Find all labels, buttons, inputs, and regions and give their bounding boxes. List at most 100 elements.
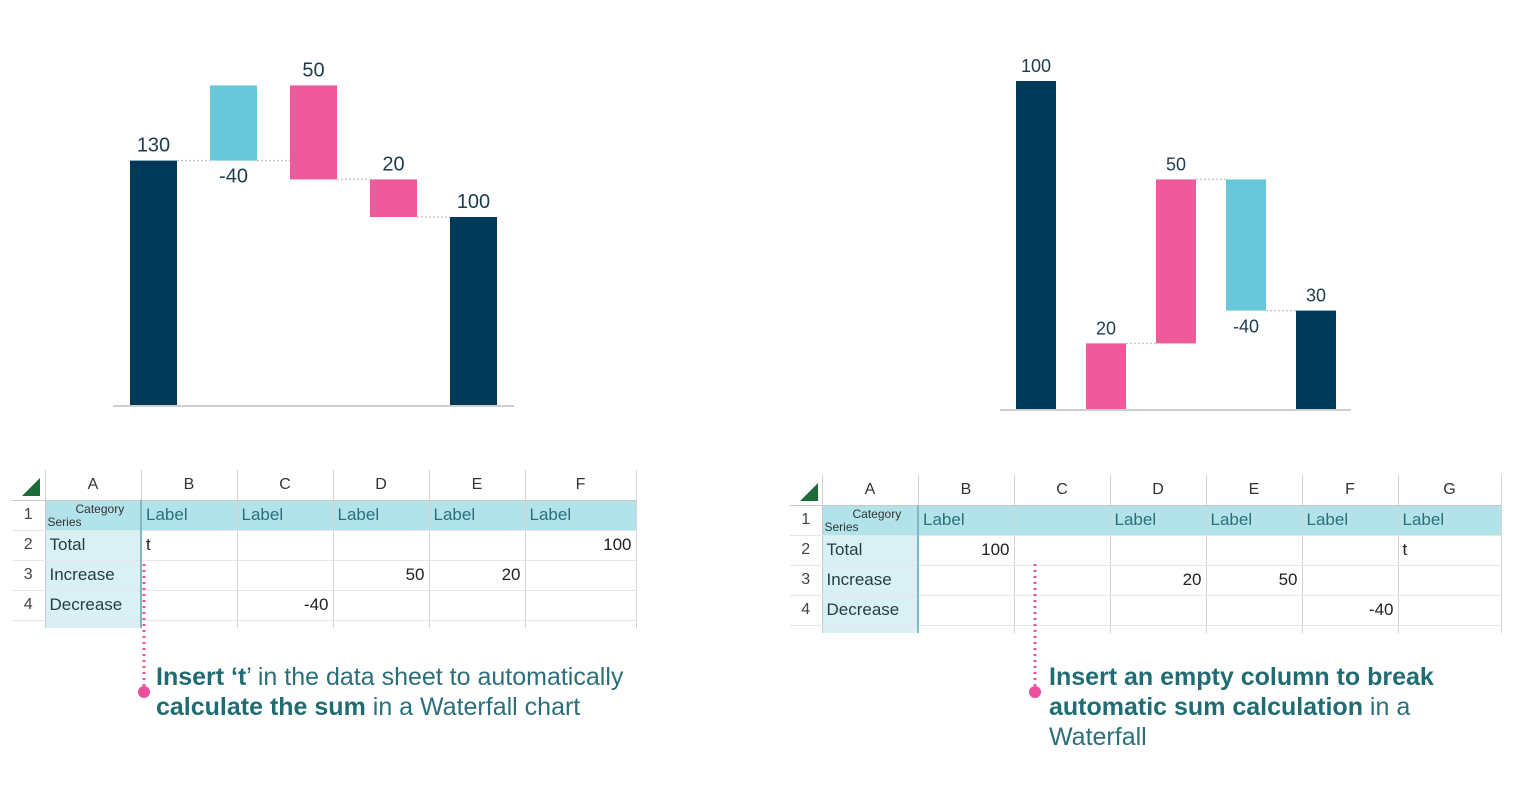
cell[interactable] bbox=[141, 560, 238, 591]
cell[interactable]: Label bbox=[525, 500, 637, 531]
cell[interactable] bbox=[429, 530, 526, 561]
sheet-row: 1 Category Series Label Label Label Labe… bbox=[790, 505, 1502, 536]
cell[interactable] bbox=[237, 560, 334, 591]
datasheet-right[interactable]: A B C D E F G 1 Category Series Label La… bbox=[790, 475, 1502, 633]
cell[interactable]: Total bbox=[45, 530, 142, 561]
cell[interactable]: 100 bbox=[918, 535, 1015, 566]
cell[interactable] bbox=[1398, 595, 1502, 626]
datasheet-left[interactable]: A B C D E F 1 Category Series Label Labe… bbox=[12, 470, 637, 628]
cell bbox=[1398, 625, 1502, 633]
cell[interactable]: Label bbox=[1110, 505, 1207, 536]
cell[interactable] bbox=[1110, 535, 1207, 566]
data-label: 50 bbox=[302, 59, 324, 81]
cell[interactable] bbox=[1302, 535, 1399, 566]
cell[interactable] bbox=[1398, 565, 1502, 596]
cell[interactable] bbox=[141, 590, 238, 621]
cell[interactable]: -40 bbox=[1302, 595, 1399, 626]
cell[interactable]: Label bbox=[333, 500, 430, 531]
row-number[interactable]: 1 bbox=[790, 505, 823, 536]
data-label: -40 bbox=[1233, 317, 1259, 337]
caption-left-text-2: in a Waterfall chart bbox=[365, 693, 581, 721]
cell[interactable] bbox=[429, 590, 526, 621]
cell[interactable] bbox=[1206, 535, 1303, 566]
sheet-row: 4 Decrease -40 bbox=[790, 595, 1502, 626]
cell[interactable]: t bbox=[1398, 535, 1502, 566]
row-number[interactable]: 4 bbox=[12, 590, 46, 621]
column-header-row: A B C D E F bbox=[12, 470, 637, 501]
cell[interactable]: Label bbox=[141, 500, 238, 531]
row-number[interactable]: 2 bbox=[12, 530, 46, 561]
cell[interactable] bbox=[1014, 565, 1111, 596]
column-header[interactable]: A bbox=[822, 475, 919, 506]
cell[interactable]: Decrease bbox=[822, 595, 919, 626]
column-header[interactable]: E bbox=[1206, 475, 1303, 506]
cell[interactable] bbox=[525, 560, 637, 591]
cell[interactable]: Label bbox=[1398, 505, 1502, 536]
select-all-corner[interactable] bbox=[790, 475, 823, 506]
cell[interactable]: 20 bbox=[429, 560, 526, 591]
cell[interactable] bbox=[1302, 565, 1399, 596]
cell[interactable]: Decrease bbox=[45, 590, 142, 621]
cell[interactable] bbox=[1206, 595, 1303, 626]
waterfall-bar bbox=[370, 179, 417, 217]
cell[interactable] bbox=[1014, 535, 1111, 566]
category-series-cell[interactable]: Category Series bbox=[822, 505, 919, 536]
cell[interactable]: -40 bbox=[237, 590, 334, 621]
cell[interactable]: t bbox=[141, 530, 238, 561]
column-header[interactable]: E bbox=[429, 470, 526, 501]
row-number[interactable]: 2 bbox=[790, 535, 823, 566]
cell[interactable]: Label bbox=[1206, 505, 1303, 536]
waterfall-bar bbox=[290, 85, 337, 180]
column-header[interactable]: C bbox=[237, 470, 334, 501]
callout-dot-right bbox=[1029, 686, 1041, 698]
cell[interactable]: Label bbox=[918, 505, 1015, 536]
column-header[interactable]: F bbox=[1302, 475, 1399, 506]
column-header[interactable]: D bbox=[1110, 475, 1207, 506]
cell[interactable]: 100 bbox=[525, 530, 637, 561]
cell[interactable] bbox=[333, 530, 430, 561]
column-header[interactable]: B bbox=[141, 470, 238, 501]
sheet-row: 3 Increase 20 50 bbox=[790, 565, 1502, 596]
cell[interactable] bbox=[918, 595, 1015, 626]
select-all-corner[interactable] bbox=[12, 470, 46, 501]
cell bbox=[141, 620, 238, 628]
column-header[interactable]: G bbox=[1398, 475, 1502, 506]
cell[interactable]: 20 bbox=[1110, 565, 1207, 596]
cell bbox=[333, 620, 430, 628]
caption-right-text: in a Waterfall bbox=[1049, 693, 1411, 751]
corner-triangle-icon bbox=[22, 478, 40, 496]
waterfall-bar bbox=[1156, 179, 1196, 344]
cell[interactable]: Total bbox=[822, 535, 919, 566]
data-label: 20 bbox=[382, 153, 404, 175]
cell[interactable]: Label bbox=[237, 500, 334, 531]
row-number[interactable]: 1 bbox=[12, 500, 46, 531]
cell[interactable] bbox=[1014, 595, 1111, 626]
column-header[interactable]: A bbox=[45, 470, 142, 501]
waterfall-bar bbox=[450, 217, 497, 405]
cell[interactable] bbox=[333, 590, 430, 621]
category-series-cell[interactable]: Category Series bbox=[45, 500, 142, 531]
sheet-row: 4 Decrease -40 bbox=[12, 590, 637, 621]
cell bbox=[525, 620, 637, 628]
waterfall-bar bbox=[1016, 81, 1056, 409]
cell[interactable] bbox=[237, 530, 334, 561]
row-number[interactable]: 3 bbox=[790, 565, 823, 596]
cell bbox=[918, 625, 1015, 633]
cell[interactable]: 50 bbox=[1206, 565, 1303, 596]
cell[interactable]: Label bbox=[429, 500, 526, 531]
cell[interactable] bbox=[918, 565, 1015, 596]
row-number[interactable]: 4 bbox=[790, 595, 823, 626]
column-header[interactable]: F bbox=[525, 470, 637, 501]
column-header[interactable]: D bbox=[333, 470, 430, 501]
cell[interactable]: Label bbox=[1302, 505, 1399, 536]
cell[interactable]: Increase bbox=[45, 560, 142, 591]
cell[interactable] bbox=[1014, 505, 1111, 536]
cell bbox=[1302, 625, 1399, 633]
cell[interactable] bbox=[1110, 595, 1207, 626]
cell[interactable]: Increase bbox=[822, 565, 919, 596]
cell[interactable]: 50 bbox=[333, 560, 430, 591]
column-header[interactable]: B bbox=[918, 475, 1015, 506]
row-number[interactable]: 3 bbox=[12, 560, 46, 591]
cell[interactable] bbox=[525, 590, 637, 621]
column-header[interactable]: C bbox=[1014, 475, 1111, 506]
